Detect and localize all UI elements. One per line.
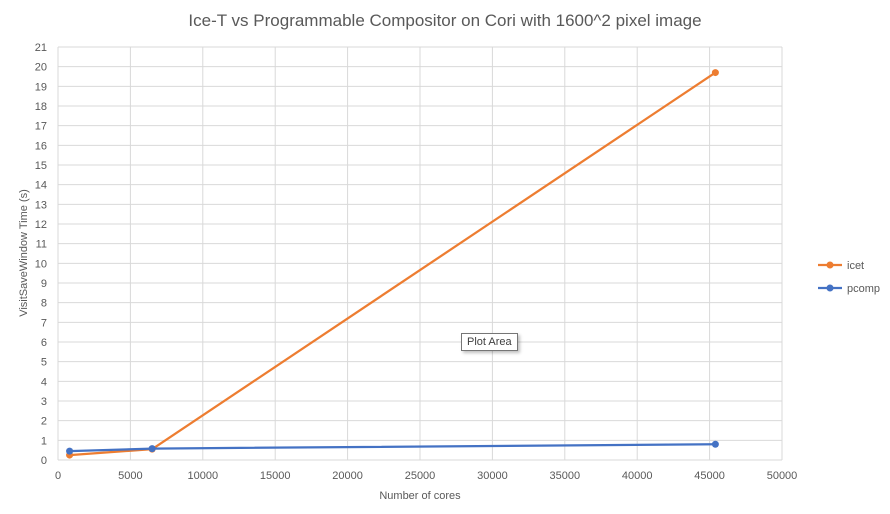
legend-swatch-marker (826, 261, 834, 269)
grid (57, 46, 783, 461)
y-tick-label: 1 (41, 435, 47, 447)
y-tick-label: 16 (35, 140, 47, 152)
data-point-pcomp[interactable] (148, 445, 156, 453)
y-tick-label: 17 (35, 121, 47, 133)
tooltip-label: Plot Area (467, 336, 512, 348)
series-pcomp[interactable] (66, 440, 719, 455)
y-tick-label: 12 (35, 219, 47, 231)
x-axis-ticks: 0 5000 10000 15000 20000 25000 30000 35000 40000… (55, 470, 797, 482)
y-tick-label: 14 (35, 180, 47, 192)
x-tick-label: 45000 (694, 470, 725, 482)
x-tick-label: 30000 (477, 470, 508, 482)
legend[interactable]: icet pcomp (818, 260, 880, 295)
x-axis-title: Number of cores (379, 490, 461, 502)
y-tick-label: 15 (35, 160, 47, 172)
y-tick-label: 10 (35, 258, 47, 270)
y-tick-label: 13 (35, 199, 47, 211)
y-tick-label: 4 (41, 376, 47, 388)
y-tick-label: 9 (41, 278, 47, 290)
legend-label: pcomp (847, 283, 880, 295)
y-tick-label: 0 (41, 455, 47, 467)
data-point-pcomp[interactable] (711, 440, 719, 448)
x-tick-label: 10000 (188, 470, 219, 482)
legend-item-pcomp[interactable]: pcomp (818, 283, 880, 295)
y-tick-label: 2 (41, 416, 47, 428)
legend-swatch-marker (826, 284, 834, 292)
y-tick-label: 11 (36, 239, 47, 251)
x-tick-label: 25000 (405, 470, 436, 482)
x-tick-label: 20000 (332, 470, 363, 482)
data-point-icet[interactable] (711, 69, 719, 77)
y-tick-label: 6 (41, 337, 47, 349)
y-tick-label: 7 (41, 317, 47, 329)
y-tick-label: 19 (35, 81, 47, 93)
x-tick-label: 40000 (622, 470, 653, 482)
y-tick-label: 20 (35, 62, 47, 74)
y-axis-title: VisitSaveWindow Time (s) (18, 189, 30, 317)
plot-area-tooltip: Plot Area (461, 333, 518, 351)
legend-item-icet[interactable]: icet (818, 260, 864, 272)
x-tick-label: 35000 (550, 470, 581, 482)
y-tick-label: 3 (41, 396, 47, 408)
legend-label: icet (847, 260, 864, 272)
y-tick-label: 18 (35, 101, 47, 113)
chart-title: Ice-T vs Programmable Compositor on Cori… (188, 11, 701, 30)
data-point-pcomp[interactable] (66, 447, 74, 455)
x-tick-label: 5000 (118, 470, 142, 482)
series-line-pcomp[interactable] (68, 443, 717, 453)
x-tick-label: 0 (55, 470, 61, 482)
plot-area[interactable] (66, 69, 719, 459)
y-tick-label: 8 (41, 298, 47, 310)
y-tick-label: 5 (41, 357, 47, 369)
y-tick-label: 21 (35, 42, 47, 54)
x-tick-label: 50000 (767, 470, 798, 482)
x-tick-label: 15000 (260, 470, 291, 482)
